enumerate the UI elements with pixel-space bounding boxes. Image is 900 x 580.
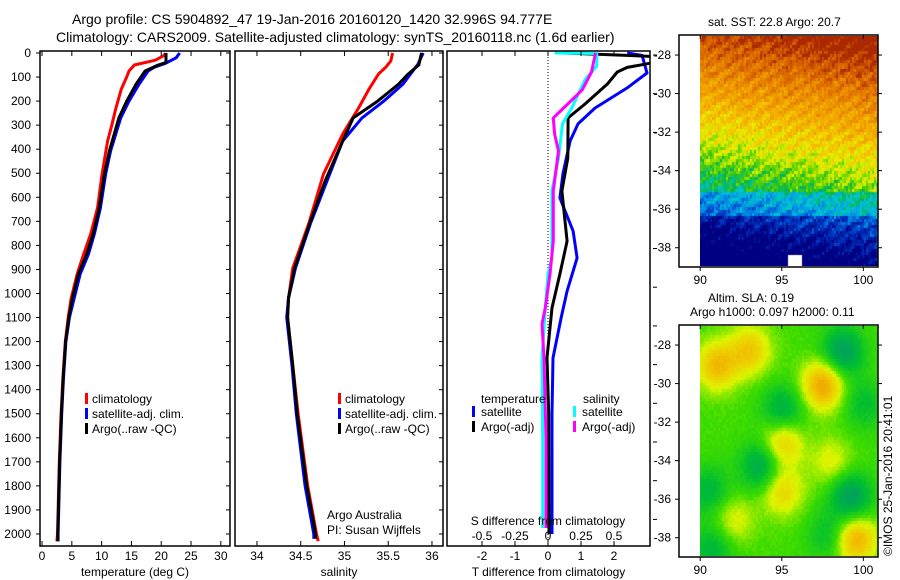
s-tick-label: -0.25: [501, 529, 529, 543]
x-axis-label: temperature (deg C): [81, 565, 189, 579]
y-tick-label: 1800: [4, 479, 31, 493]
sst-map-title: sat. SST: 22.8 Argo: 20.7: [708, 15, 841, 29]
series-line-t-argo-adj-: [545, 51, 650, 535]
x-tick-label: 25: [184, 549, 198, 563]
sst-map-image: [700, 36, 878, 266]
x-tick-label: 1: [578, 549, 585, 563]
sla-map-title: Altim. SLA: 0.19: [708, 291, 794, 305]
salinity-series: [285, 52, 425, 542]
legend-swatch: [85, 393, 88, 404]
s-tick-label: 0.25: [569, 529, 593, 543]
difference-series: [540, 51, 650, 535]
legend-header-salinity: salinity: [583, 392, 620, 406]
s-tick-label: 0: [545, 529, 552, 543]
x-tick-label: 0: [39, 549, 46, 563]
y-tick-label: 300: [11, 118, 31, 132]
x-tick-label: 15: [125, 549, 139, 563]
sla-map-image: [700, 326, 878, 556]
panel-frame: [39, 50, 231, 547]
y-tick-label: 0: [24, 46, 31, 60]
y-tick-label: 1200: [4, 335, 31, 349]
legend-swatch: [472, 421, 475, 432]
y-tick-label: 500: [11, 166, 31, 180]
x-tick-label: 35.5: [377, 549, 401, 563]
y-tick-label: 900: [11, 262, 31, 276]
y-tick-label: 2000: [4, 527, 31, 541]
legend-label: Argo(-adj): [481, 420, 534, 434]
legend-swatch: [85, 408, 88, 419]
y-tick-label: 200: [11, 94, 31, 108]
y-tick-label: 1700: [4, 455, 31, 469]
x-tick-label: 34: [250, 549, 264, 563]
y-tick-label: 100: [11, 70, 31, 84]
legend-swatch: [85, 423, 88, 434]
sla-map-subtitle: Argo h1000: 0.097 h2000: 0.11: [690, 305, 855, 319]
salinity-panel: 34 34.5 35 35.5 36 salinity climatologysatelli…: [234, 50, 444, 579]
imos-timestamp: ©IMOS 25-Jan-2016 20:41:01: [881, 395, 895, 556]
x-tick-label: 34.5: [289, 549, 313, 563]
panel-frame: [234, 50, 444, 547]
x-tick-label: 20: [155, 549, 169, 563]
difference-panel: -2 -1 0 1 2 T difference from climatology -0.5…: [446, 50, 657, 579]
legend-swatch: [338, 408, 341, 419]
y-tick-label: 600: [11, 190, 31, 204]
y-tick-label: 400: [11, 142, 31, 156]
legend-header-temperature: temperature: [481, 392, 546, 406]
legend-label: climatology: [92, 392, 152, 406]
series-line-t-satellite: [550, 51, 649, 534]
y-tick-label: 1500: [4, 407, 31, 421]
x-tick-label: 10: [95, 549, 109, 563]
y-tick-label: 1100: [5, 311, 31, 325]
s-tick-label: 0.5: [606, 529, 623, 543]
legend-swatch: [472, 406, 475, 417]
figure-title-line2: Climatology: CARS2009. Satellite-adjuste…: [56, 29, 614, 45]
legend-swatch: [573, 406, 576, 417]
y-tick-label: 1300: [4, 359, 31, 373]
x-tick-label: -1: [510, 549, 521, 563]
legend-label: Argo(-adj): [582, 420, 635, 434]
series-line-argo-raw-qc-: [286, 52, 423, 539]
temperature-panel: 0 5 10 15 20 25 30 temperature (deg C) 0 100 200 30…: [4, 46, 231, 579]
credits-line2: PI: Susan Wijffels: [327, 523, 421, 537]
y-tick-label: 1900: [4, 503, 31, 517]
legend-label: Argo(..raw -QC): [345, 422, 430, 436]
series-line-satellite-adj-clim-: [56, 52, 181, 542]
x-tick-label: 36: [425, 549, 439, 563]
x-tick-label: 0: [545, 549, 552, 563]
temperature-series: [55, 52, 181, 542]
s-axis-label: S difference from climatology: [471, 514, 626, 528]
x-tick-label: 2: [611, 549, 618, 563]
x-tick-label: 30: [214, 549, 228, 563]
y-tick-label: 1000: [4, 286, 31, 300]
x-axis-label: T difference from climatology: [472, 565, 626, 579]
legend-label: satellite: [481, 405, 522, 419]
legend-label: satellite-adj. clim.: [345, 407, 437, 421]
legend-label: satellite: [582, 405, 623, 419]
credits-line1: Argo Australia: [327, 508, 402, 522]
series-line-s-argo-adj-: [540, 52, 597, 528]
legend-label: Argo(..raw -QC): [92, 422, 177, 436]
s-tick-label: -0.5: [472, 529, 493, 543]
y-tick-label: 800: [11, 238, 31, 252]
legend-swatch: [338, 423, 341, 434]
x-tick-label: -2: [477, 549, 488, 563]
x-tick-label: 5: [68, 549, 75, 563]
x-tick-label: 35: [338, 549, 352, 563]
x-axis-label: salinity: [321, 565, 358, 579]
series-line-argo-raw-qc-: [56, 53, 168, 542]
legend-swatch: [573, 421, 576, 432]
legend-swatch: [338, 393, 341, 404]
series-line-satellite-adj-clim-: [285, 52, 425, 539]
y-tick-label: 1400: [4, 383, 31, 397]
legend-label: climatology: [345, 392, 405, 406]
legend-label: satellite-adj. clim.: [92, 407, 184, 421]
figure-title-line1: Argo profile: CS 5904892_47 19-Jan-2016 …: [72, 11, 552, 27]
y-tick-label: 700: [11, 214, 31, 228]
y-tick-label: 1600: [4, 431, 31, 445]
